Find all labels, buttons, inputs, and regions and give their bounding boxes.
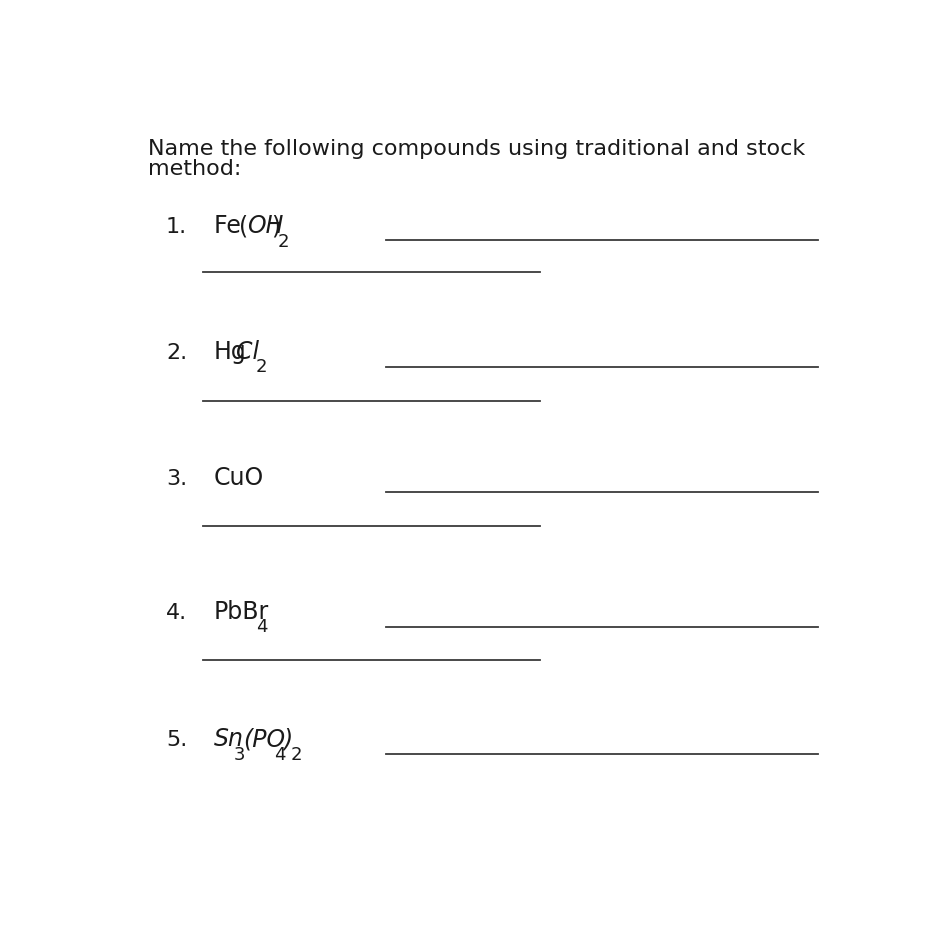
Text: OH: OH — [247, 214, 283, 238]
Text: Sn: Sn — [214, 727, 243, 750]
Text: Fe: Fe — [214, 214, 245, 238]
Text: Hg: Hg — [214, 340, 246, 364]
Text: ): ) — [284, 727, 292, 750]
Text: 3.: 3. — [166, 468, 187, 488]
Text: 3: 3 — [234, 745, 245, 763]
Text: 2: 2 — [255, 358, 268, 376]
Text: (PO: (PO — [243, 727, 285, 750]
Text: 4.: 4. — [166, 602, 187, 622]
Text: ): ) — [271, 214, 280, 238]
Text: 5.: 5. — [166, 730, 187, 750]
Text: Name the following compounds using traditional and stock: Name the following compounds using tradi… — [148, 139, 805, 159]
Text: 4: 4 — [255, 617, 268, 635]
Text: Cl: Cl — [236, 340, 259, 364]
Text: method:: method: — [148, 159, 241, 178]
Text: PbBr: PbBr — [214, 599, 269, 623]
Text: (: ( — [238, 214, 248, 238]
Text: 2.: 2. — [166, 343, 187, 362]
Text: 1.: 1. — [166, 217, 187, 237]
Text: 4: 4 — [274, 745, 286, 763]
Text: CuO: CuO — [214, 465, 264, 489]
Text: 2: 2 — [291, 745, 303, 763]
Text: 2: 2 — [278, 232, 289, 250]
